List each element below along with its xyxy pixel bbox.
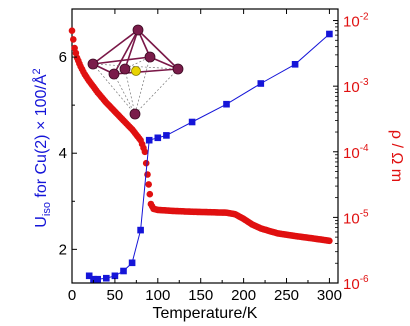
uiso-series [85,30,333,283]
atom-cm [119,63,131,75]
uiso-point-4 [111,272,119,280]
x-tick-label-3: 150 [188,287,213,304]
atom-tr [172,63,184,75]
y-left-axis-label: Uiso for Cu(2) × 100/Å2 [31,68,53,227]
resistivity-point-54 [144,171,151,178]
resistivity-point-56 [146,190,154,198]
axis-ticks [71,9,338,284]
y-left-tick-label-1: 4 [59,145,67,162]
axis-labels: 0 50 100 150 200 250 30024610-610-510-410-310-… [31,12,405,322]
plot-border [71,8,339,284]
y-right-tick-label-3: 10-3 [343,77,369,96]
uiso-point-11 [188,118,196,126]
resistivity-point-53 [142,159,150,167]
x-axis-label: Temperature/K [153,305,258,322]
octahedron-guide-2 [113,73,136,115]
octahedron-bond-4 [124,29,139,70]
octahedron-guide-0 [92,63,136,115]
y-right-tick-label-4: 10-2 [343,12,369,31]
x-tick-label-6: 300 [317,287,342,304]
uiso-point-5 [120,267,127,275]
octahedron-guide-3 [134,56,151,115]
y-right-tick-exp-1: -5 [360,208,369,219]
uiso-point-0 [85,272,93,280]
uiso-point-1 [90,275,97,283]
octahedron-guide-1 [134,68,179,115]
resistivity-series [68,27,333,245]
y-right-tick-base-3: 10 [343,79,360,96]
y-right-tick-label-1: 10-5 [343,208,369,227]
atom-top [132,24,144,36]
y-right-tick-label-0: 10-6 [343,274,369,293]
y-right-tick-exp-0: -6 [360,274,369,285]
resistivity-point-55 [145,181,152,188]
uiso-point-2 [94,275,101,283]
uiso-point-14 [291,61,299,68]
uiso-point-15 [326,30,333,38]
y-right-tick-exp-3: -3 [360,77,369,88]
octahedron-bond-2 [113,29,139,75]
y-left-label-rest: for Cu(2) × 100/Å [31,74,50,202]
octahedron-bond-8 [92,56,151,65]
atom-center [131,66,141,76]
octahedron-guide-6 [113,56,151,75]
x-tick-label-4: 200 [231,287,256,304]
atom-bot [129,108,141,120]
y-right-tick-exp-2: -4 [360,143,369,154]
octahedron-bond-1 [137,29,179,70]
atom-br [144,51,156,63]
resistivity-point-0 [68,27,76,34]
octahedron-guide-4 [124,68,136,115]
atom-tl [87,58,99,70]
uiso-point-3 [103,274,110,282]
uiso-point-13 [257,80,265,87]
uiso-point-10 [163,132,170,139]
y-left-label-sub: iso [41,202,53,216]
atom-bl [108,68,120,80]
y-right-tick-exp-4: -2 [360,12,369,23]
uiso-line [88,33,330,280]
y-left-label-sup: 2 [31,68,43,74]
y-left-tick-label-2: 6 [59,49,67,66]
x-tick-label-0: 0 [68,287,76,304]
uiso-point-9 [154,134,162,142]
resistivity-point-1 [70,36,77,43]
uiso-point-12 [223,100,230,108]
uiso-point-8 [145,136,153,144]
x-tick-label-2: 100 [145,287,170,304]
y-right-tick-label-2: 10-4 [343,143,369,162]
x-tick-label-1: 50 [107,287,124,304]
uiso-point-6 [128,259,136,267]
y-right-tick-base-4: 10 [343,14,360,31]
plot-frame [71,8,339,284]
y-right-tick-base-0: 10 [343,276,360,293]
resistivity-point-189 [326,237,333,245]
y-left-label-main: U [33,216,50,228]
resistivity-point-52 [141,148,149,156]
y-left-tick-label-0: 2 [59,241,67,258]
y-right-axis-label: ρ / Ω m [388,130,405,182]
y-right-tick-base-1: 10 [343,210,360,227]
y-right-tick-base-2: 10 [343,145,360,162]
octahedron-bond-0 [92,29,139,65]
x-tick-label-5: 250 [274,287,299,304]
octahedron-structure-icon [87,24,184,120]
uiso-point-7 [137,226,144,234]
